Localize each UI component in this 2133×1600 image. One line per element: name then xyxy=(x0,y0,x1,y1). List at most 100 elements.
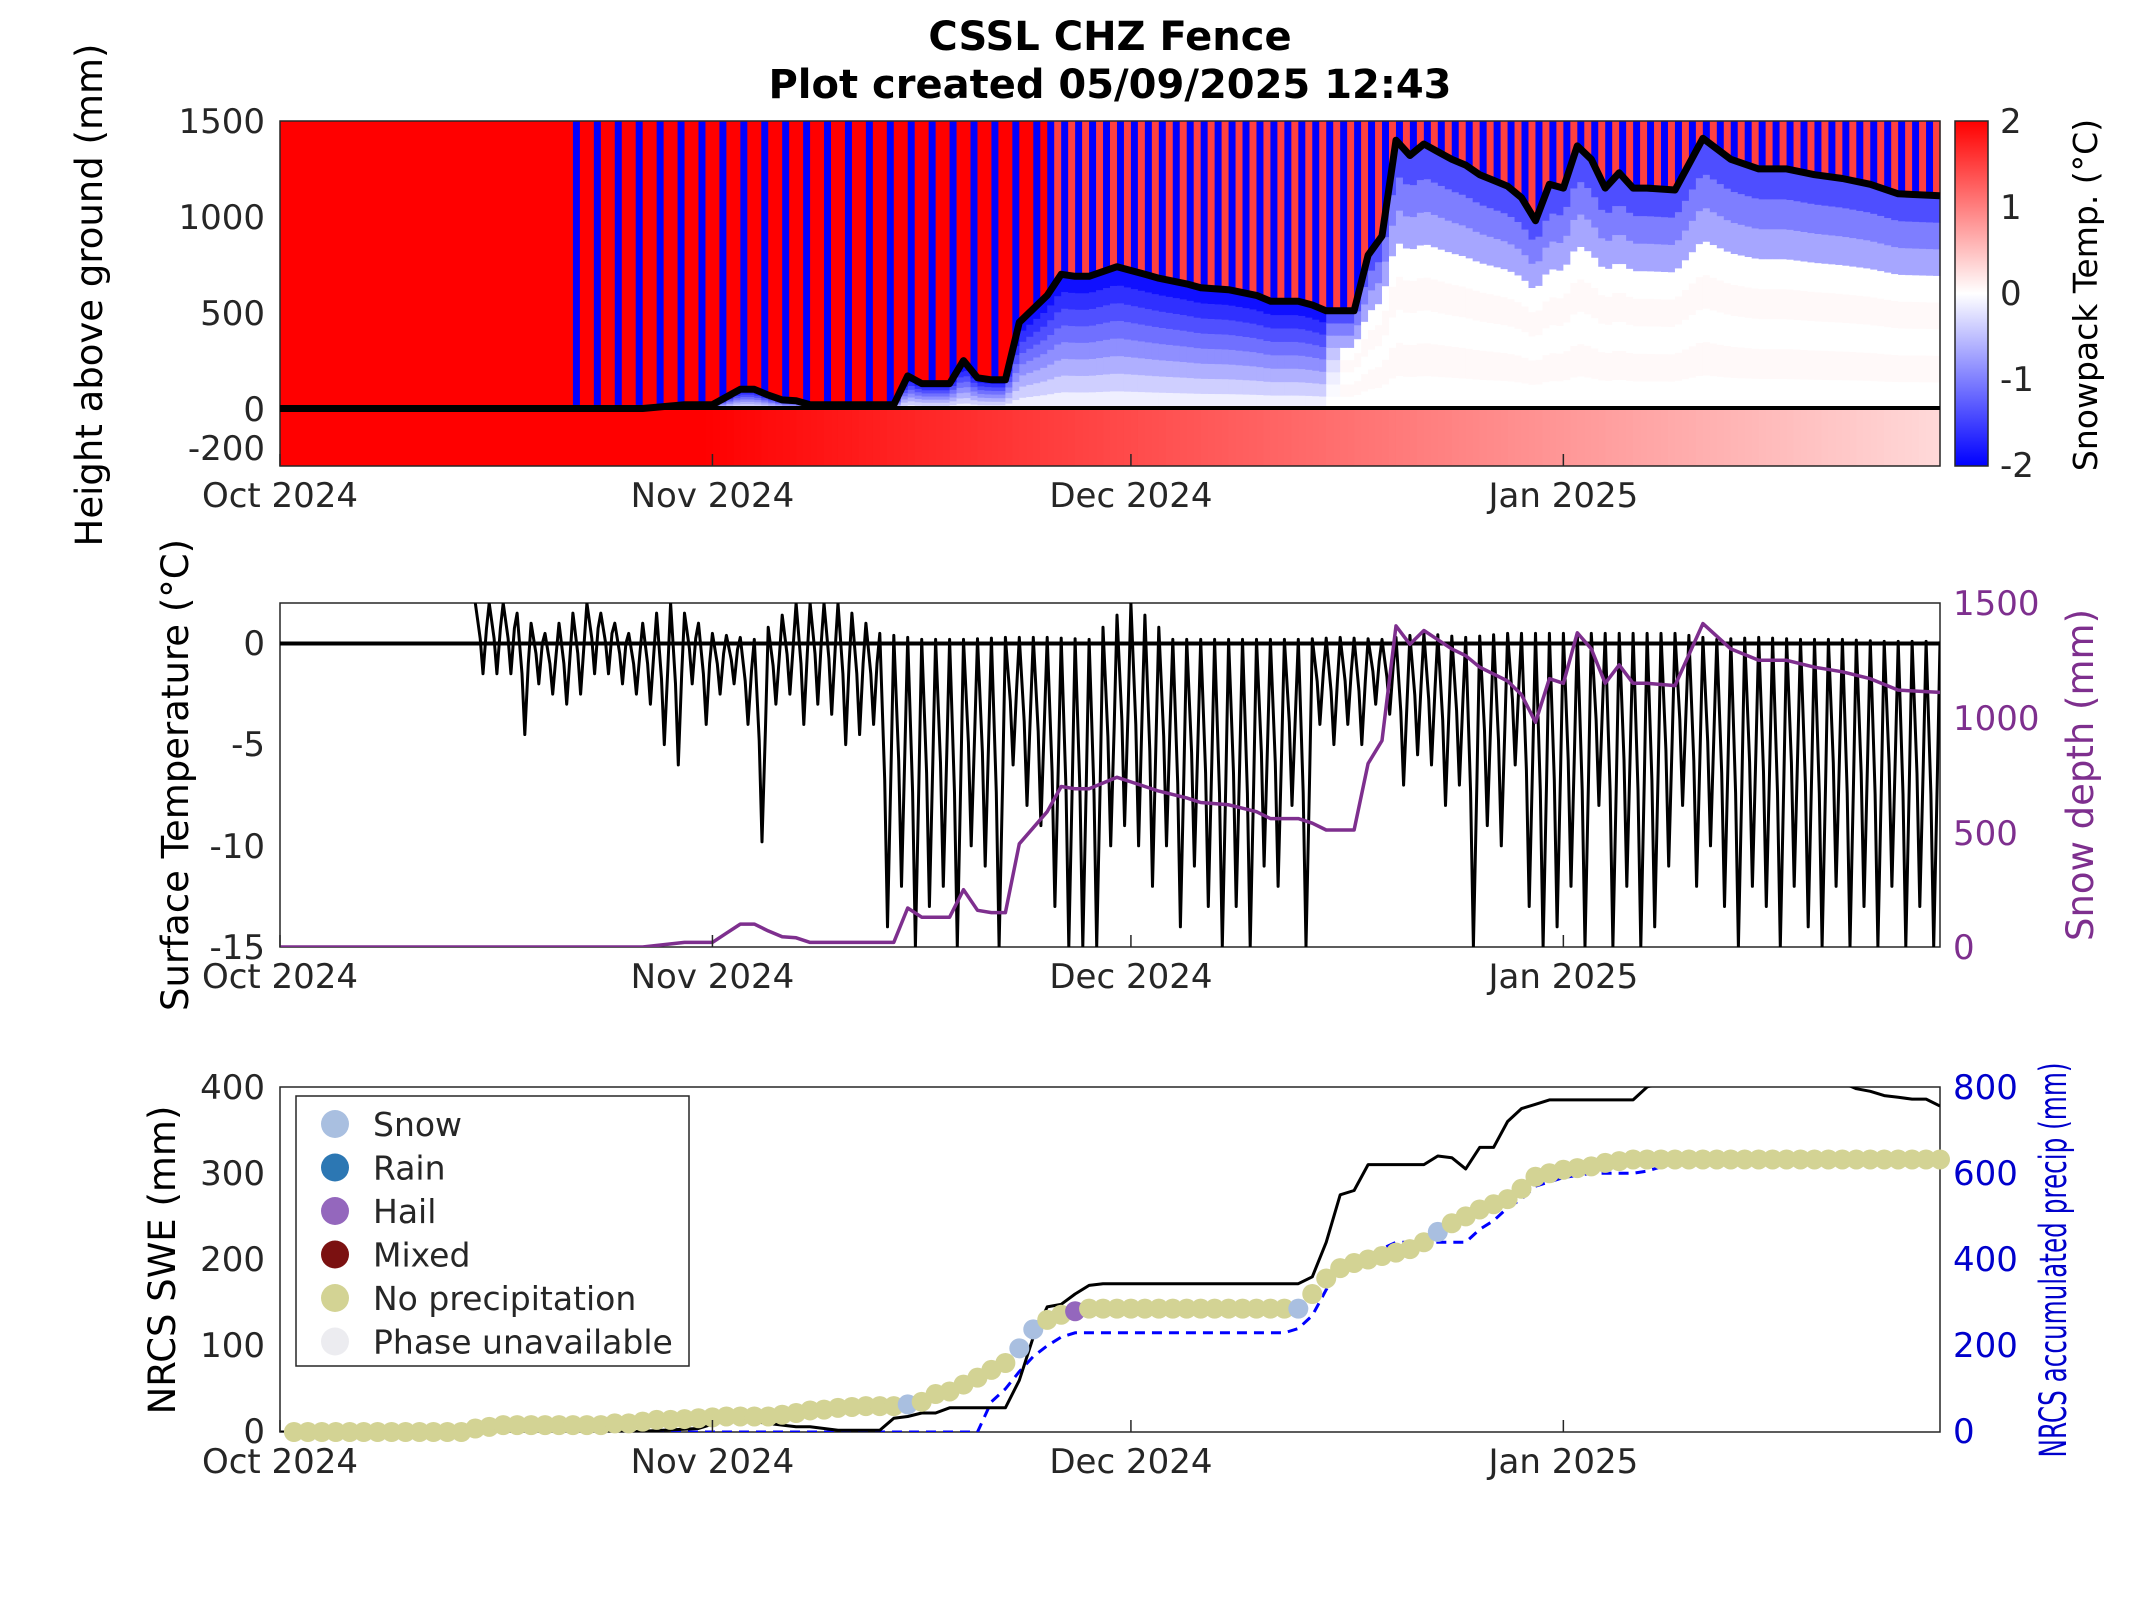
heatmap-cell xyxy=(1110,390,1118,409)
heatmap-cell xyxy=(1235,350,1244,366)
heatmap-cell xyxy=(1870,324,1878,354)
heatmap-cell xyxy=(1019,397,1027,409)
heatmap-cell xyxy=(1075,408,1083,466)
heatmap-cell xyxy=(740,398,748,402)
heatmap-cell xyxy=(1591,348,1599,379)
heatmap-cell xyxy=(900,121,909,384)
heatmap-cell xyxy=(1019,386,1027,398)
heatmap-cell xyxy=(1165,344,1174,361)
heatmap-cell xyxy=(1863,183,1871,213)
heatmap-cell xyxy=(1242,350,1251,366)
heatmap-cell xyxy=(1291,121,1299,302)
heatmap-cell xyxy=(1633,121,1641,189)
heatmap-cell xyxy=(1905,221,1913,249)
heatmap-cell xyxy=(1688,283,1697,315)
heatmap-cell xyxy=(1933,275,1941,303)
heatmap-cell xyxy=(1207,303,1216,319)
heatmap-cell xyxy=(1200,287,1209,304)
precip-marker-np xyxy=(576,1415,597,1436)
heatmap-cell xyxy=(1716,376,1725,409)
heatmap-cell xyxy=(1298,355,1306,370)
heatmap-cell xyxy=(1877,353,1885,382)
heatmap-cell xyxy=(1026,372,1034,385)
heatmap-cell xyxy=(1388,286,1397,318)
heatmap-cell xyxy=(1312,370,1320,384)
heatmap-cell xyxy=(1026,384,1034,397)
heatmap-cell xyxy=(1068,292,1076,310)
heatmap-cell xyxy=(900,395,909,400)
heatmap-cell xyxy=(1828,121,1836,178)
heatmap-cell xyxy=(1647,215,1655,244)
heatmap-cell xyxy=(1340,371,1348,385)
legend-marker xyxy=(321,1110,349,1138)
heatmap-cell xyxy=(510,121,518,409)
heatmap-cell xyxy=(1277,328,1285,342)
heatmap-cell xyxy=(775,403,783,406)
heatmap-cell xyxy=(1270,395,1278,409)
heatmap-cell xyxy=(1437,408,1446,466)
xtick-label: Jan 2025 xyxy=(1486,1442,1638,1482)
heatmap-cell xyxy=(1849,351,1857,381)
heatmap-cell xyxy=(782,403,790,405)
heatmap-cell xyxy=(1842,179,1850,209)
heatmap-cell xyxy=(1535,383,1544,409)
heatmap-cell xyxy=(1828,321,1836,352)
heatmap-cell xyxy=(1193,362,1202,379)
heatmap-cell xyxy=(1828,379,1836,409)
heatmap-cell xyxy=(1695,309,1704,344)
heatmap-cell xyxy=(1319,371,1327,385)
heatmap-cell xyxy=(1340,359,1348,373)
heatmap-cell xyxy=(705,121,714,405)
heatmap-cell xyxy=(1709,244,1718,278)
heatmap-cell xyxy=(1905,194,1913,222)
heatmap-cell xyxy=(1626,380,1634,409)
heatmap-cell xyxy=(1472,349,1481,380)
legend-label: Snow xyxy=(373,1105,462,1144)
heatmap-cell xyxy=(489,121,497,409)
xtick-label: Jan 2025 xyxy=(1486,957,1638,997)
heatmap-cell xyxy=(1730,315,1739,348)
heatmap-cell xyxy=(1123,269,1132,288)
heatmap-cell xyxy=(384,408,393,466)
heatmap-cell xyxy=(1612,379,1620,409)
heatmap-cell xyxy=(1054,279,1062,297)
heatmap-cell xyxy=(1807,121,1816,174)
precip-marker-np xyxy=(1511,1178,1532,1199)
heatmap-cell xyxy=(1012,363,1020,374)
heatmap-cell xyxy=(1444,314,1453,347)
heatmap-cell xyxy=(1284,341,1292,356)
heatmap-cell xyxy=(1012,354,1020,365)
heatmap-cell xyxy=(1096,340,1104,359)
heatmap-cell xyxy=(1040,394,1048,409)
heatmap-cell xyxy=(1256,310,1265,326)
heatmap-cell xyxy=(740,121,748,390)
heatmap-cell xyxy=(1633,298,1641,327)
heatmap-cell xyxy=(1549,380,1557,409)
heatmap-cell xyxy=(1661,298,1669,327)
heatmap-cell xyxy=(1821,379,1830,409)
heatmap-cell xyxy=(1082,121,1090,277)
heatmap-cell xyxy=(1089,391,1097,409)
heatmap-cell xyxy=(1465,378,1474,409)
heatmap-cell xyxy=(1165,392,1174,409)
heatmap-cell xyxy=(1800,290,1809,321)
heatmap-cell xyxy=(1786,318,1795,350)
heatmap-cell xyxy=(1207,333,1216,349)
heatmap-cell xyxy=(628,408,637,466)
heatmap-cell xyxy=(1068,342,1076,360)
heatmap-cell xyxy=(1249,380,1258,395)
heatmap-cell xyxy=(1486,322,1495,352)
heatmap-cell xyxy=(1144,275,1153,293)
heatmap-cell xyxy=(1451,191,1460,224)
heatmap-cell xyxy=(1005,397,1013,404)
heatmap-cell xyxy=(1640,121,1648,189)
heatmap-cell xyxy=(984,397,993,402)
heatmap-cell xyxy=(970,121,979,374)
heatmap-cell xyxy=(1709,146,1718,180)
heatmap-cell xyxy=(1807,408,1816,466)
heatmap-cell xyxy=(928,399,937,403)
heatmap-cell xyxy=(1514,248,1523,276)
heatmap-cell xyxy=(977,393,986,398)
heatmap-cell xyxy=(1563,350,1571,381)
heatmap-cell xyxy=(1667,353,1676,382)
